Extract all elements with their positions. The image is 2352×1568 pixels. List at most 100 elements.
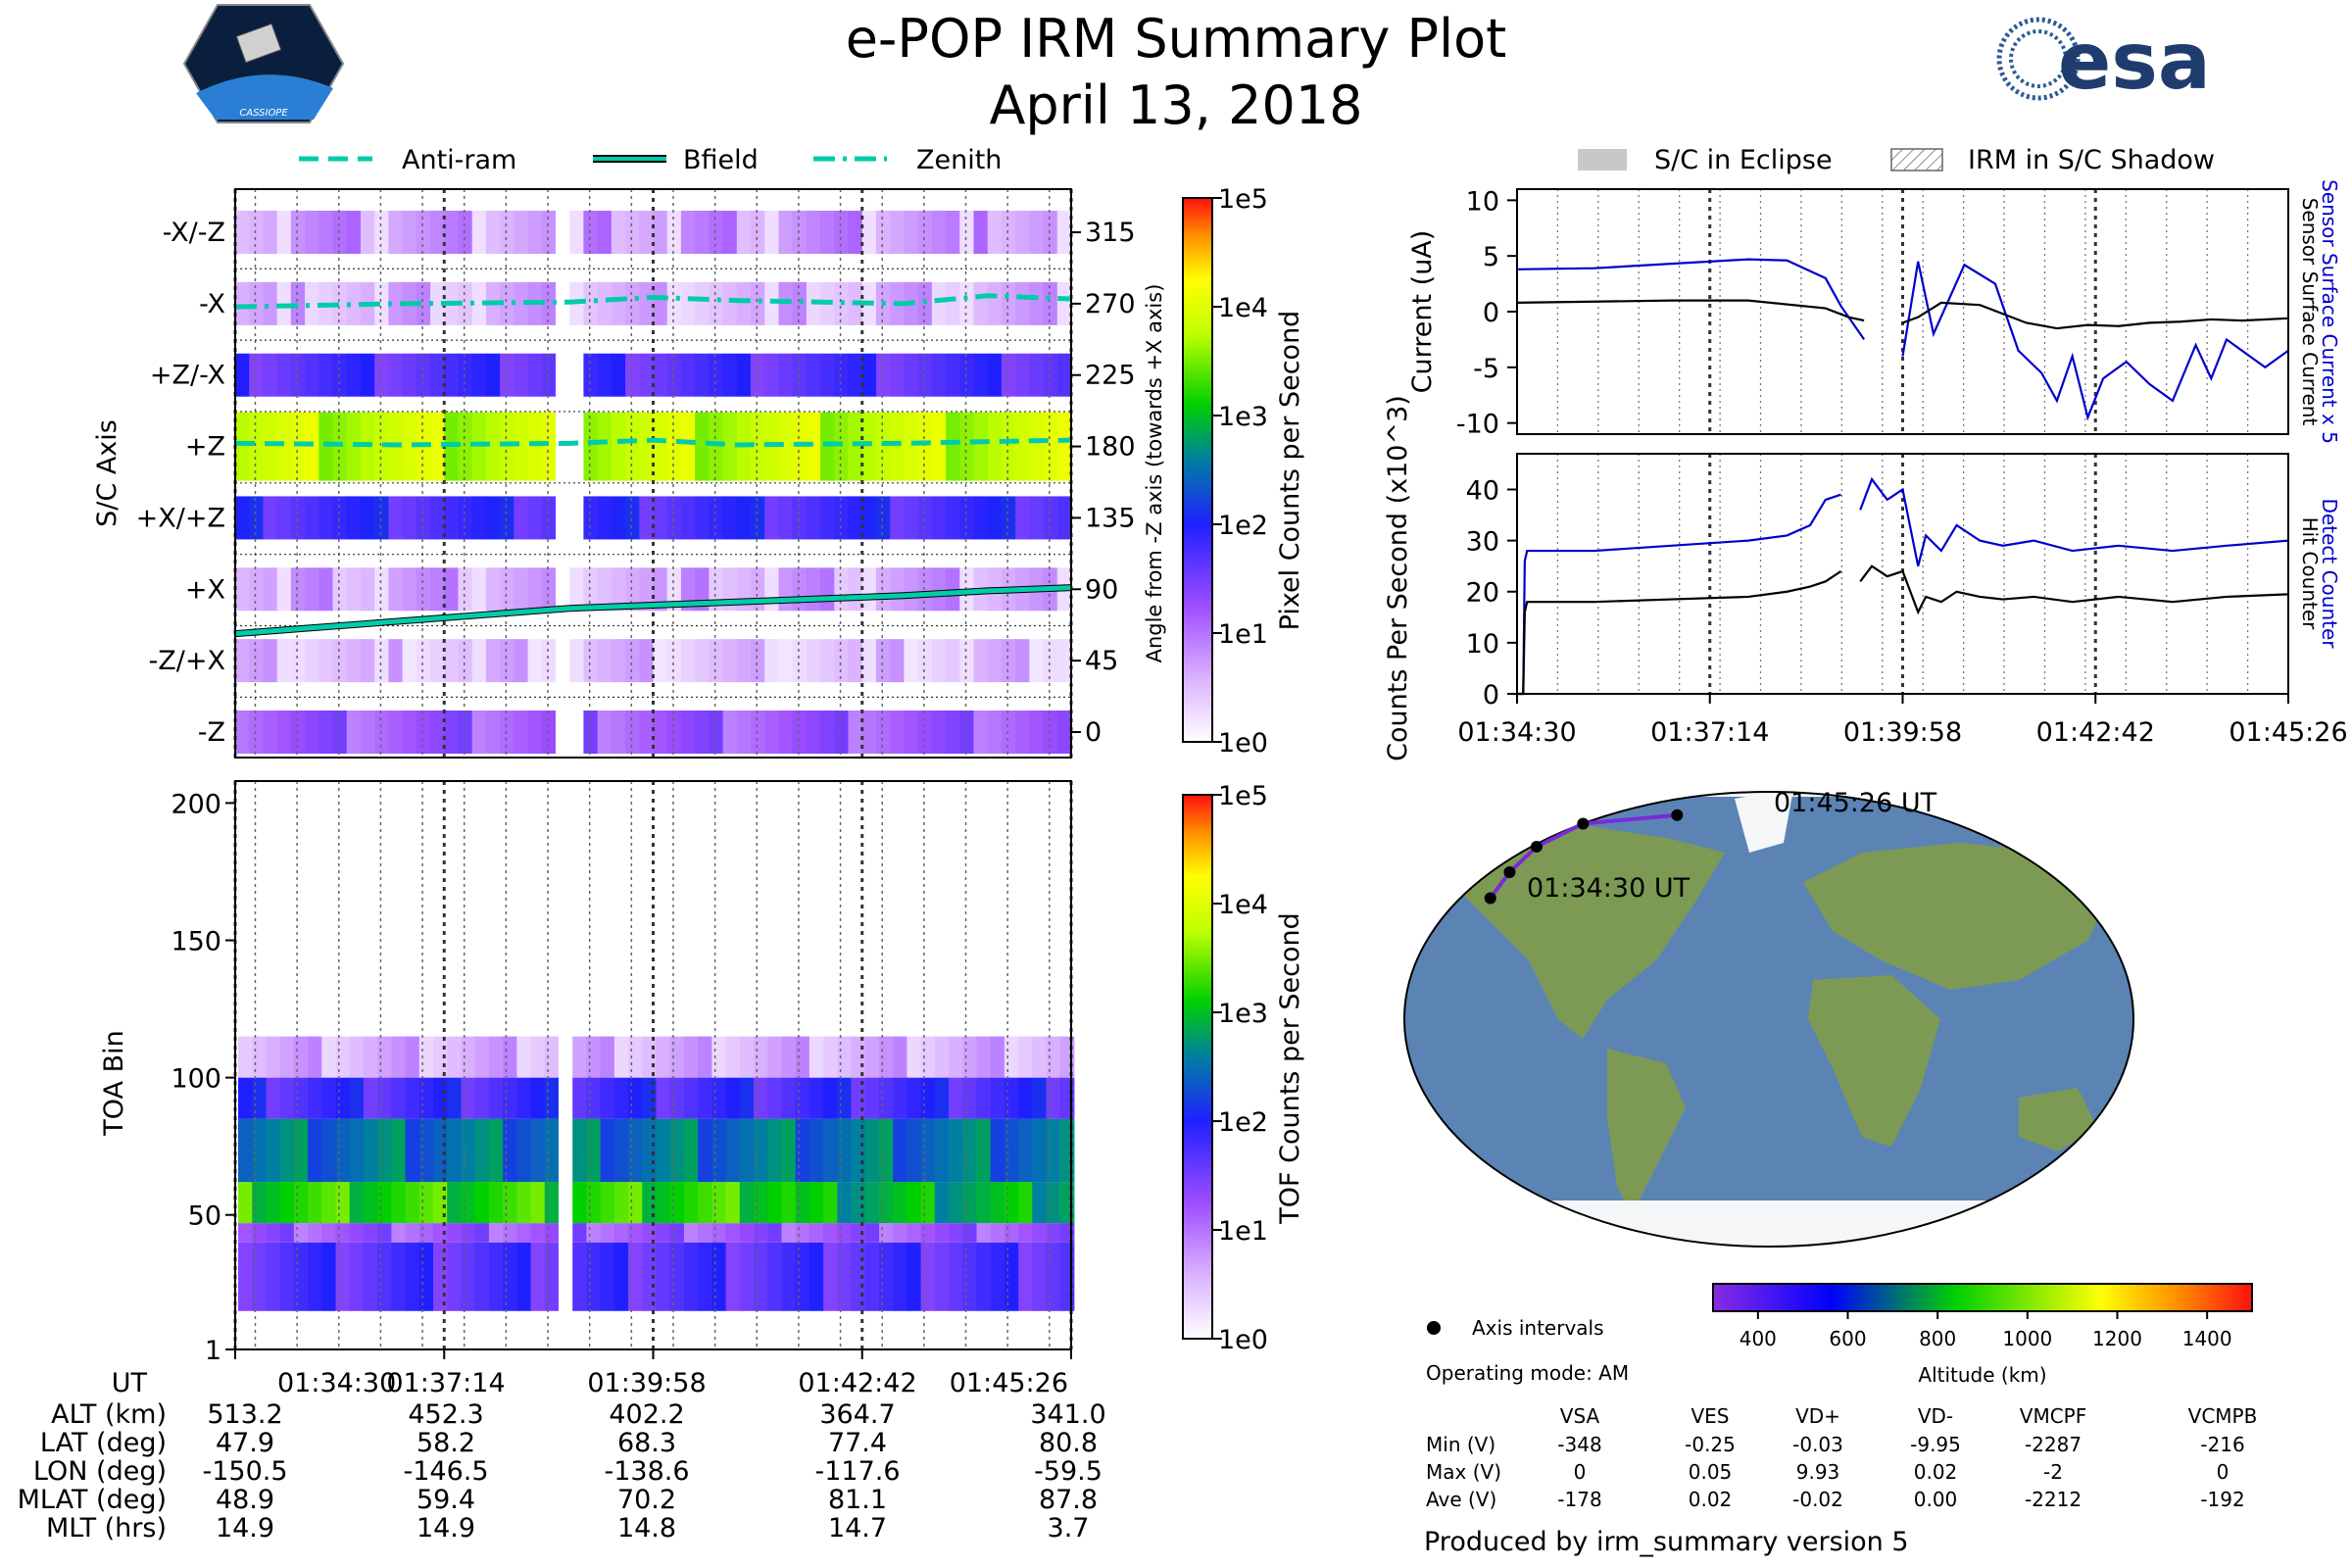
sc-band-cell: [722, 639, 738, 683]
toa-band-cell: [656, 1118, 671, 1183]
sc-band-cell: [430, 211, 445, 254]
legend-shadow: IRM in S/C Shadow: [1968, 145, 2215, 175]
sc-axis-label: +X: [185, 574, 225, 605]
sc-angle-label: 0: [1085, 717, 1102, 748]
toa-band-cell: [878, 1223, 894, 1243]
sc-band-cell: [374, 281, 389, 325]
sc-band-cell: [1015, 639, 1030, 683]
toa-band-cell: [377, 1118, 392, 1183]
sc-band-cell: [1043, 496, 1058, 540]
toa-band-cell: [488, 1036, 504, 1078]
sc-band-cell: [249, 353, 264, 397]
voltage-value: -348: [1557, 1433, 1601, 1456]
toa-band-cell: [934, 1118, 950, 1183]
sc-band-cell: [736, 281, 752, 325]
toa-band-cell: [795, 1118, 810, 1183]
sc-band-cell: [666, 211, 682, 254]
toa-band-cell: [669, 1077, 685, 1119]
toa-ytick-label: 50: [188, 1201, 221, 1232]
toa-band-cell: [656, 1036, 671, 1078]
toa-band-cell: [363, 1036, 378, 1078]
counts-ytick-label: 20: [1466, 578, 1499, 609]
sc-band-cell: [1043, 412, 1058, 481]
toa-band-cell: [516, 1223, 531, 1243]
sc-band-cell: [973, 211, 989, 254]
sc-band-cell: [625, 710, 640, 754]
sensor-current-x5-line: [1516, 258, 1866, 341]
voltage-table: VSA VES VD+ VD- VMCPF VCMPB Min (V) -348 -0.25 -0…: [1426, 1404, 2257, 1511]
sc-band-cell: [680, 412, 696, 481]
toa-band-cell: [391, 1182, 406, 1224]
toa-band-cell: [808, 1182, 824, 1224]
sc-band-cell: [444, 567, 459, 612]
toa-band-cell: [990, 1223, 1005, 1243]
sc-band-cell: [430, 710, 445, 754]
sc-band-cell: [583, 412, 599, 481]
sc-band-cell: [541, 639, 557, 683]
sc-band-cell: [1015, 211, 1030, 254]
toa-band-cell: [600, 1118, 615, 1183]
sc-band-cell: [751, 496, 765, 540]
sc-band-cell: [931, 567, 947, 612]
toa-band-cell: [488, 1182, 504, 1224]
toa-band-cell: [586, 1223, 602, 1243]
toa-band-cell: [377, 1036, 392, 1078]
sc-band-cell: [500, 281, 514, 325]
toa-band-cell: [252, 1182, 267, 1224]
sc-band-cell: [388, 496, 404, 540]
track-end-label: 01:45:26 UT: [1774, 788, 1937, 818]
toa-band-cell: [683, 1077, 699, 1119]
sc-band-cell: [1015, 710, 1030, 754]
voltage-value: -9.95: [1910, 1433, 1961, 1456]
toa-band-cell: [795, 1036, 810, 1078]
toa-band-cell: [795, 1077, 810, 1119]
sc-band-cell: [305, 639, 319, 683]
sc-band-cell: [778, 496, 794, 540]
current-panel: 10 5 0 -5 -10 Current (uA) Sensor Surface Cu…: [1407, 179, 2341, 444]
toa-band-cell: [754, 1223, 768, 1243]
sc-band-cell: [639, 496, 654, 540]
sc-band-cell: [820, 496, 835, 540]
toa-band-cell: [586, 1242, 602, 1311]
legend-anti-ram: Anti-ram: [402, 145, 516, 175]
ephemeris-row-label: MLAT (deg): [18, 1485, 167, 1515]
sc-band-cell: [332, 567, 348, 612]
sc-band-cell: [290, 710, 306, 754]
toa-band-cell: [893, 1118, 907, 1183]
sc-band-cell: [848, 567, 863, 612]
sc-band-cell: [1015, 496, 1030, 540]
sc-axis-ylabel: S/C Axis: [92, 419, 122, 527]
sc-band-cell: [931, 281, 947, 325]
sc-band-cell: [527, 353, 543, 397]
sc-band-cell: [290, 639, 306, 683]
toa-band-cell: [461, 1118, 476, 1183]
toa-band-cell: [279, 1036, 295, 1078]
toa-band-cell: [878, 1077, 894, 1119]
sc-band-cell: [1056, 710, 1072, 754]
sc-band-cell: [875, 710, 891, 754]
toa-band-cell: [321, 1118, 336, 1183]
toa-band-cell: [767, 1036, 782, 1078]
toa-band-cell: [864, 1077, 880, 1119]
toa-band-cell: [238, 1182, 253, 1224]
orbit-track: [1484, 808, 1684, 905]
toa-band-cell: [349, 1182, 365, 1224]
toa-band-cell: [864, 1182, 880, 1224]
sc-band-cell: [820, 567, 835, 612]
altitude-tick-label: 1200: [2092, 1327, 2142, 1350]
sc-band-cell: [249, 639, 264, 683]
toa-band-cell: [781, 1242, 797, 1311]
sc-band-cell: [332, 496, 348, 540]
toa-band-cell: [781, 1223, 797, 1243]
sc-band-cell: [471, 710, 487, 754]
toa-band-cell: [586, 1182, 602, 1224]
toa-band-cell: [349, 1036, 365, 1078]
toa-band-cell: [1018, 1118, 1033, 1183]
sc-band-cell: [653, 710, 668, 754]
sc-band-cell: [904, 567, 919, 612]
toa-band-cell: [990, 1077, 1005, 1119]
toa-band-cell: [308, 1223, 322, 1243]
toa-band-cell: [600, 1242, 615, 1311]
sc-band-cell: [875, 567, 891, 612]
toa-band-cell: [363, 1223, 378, 1243]
